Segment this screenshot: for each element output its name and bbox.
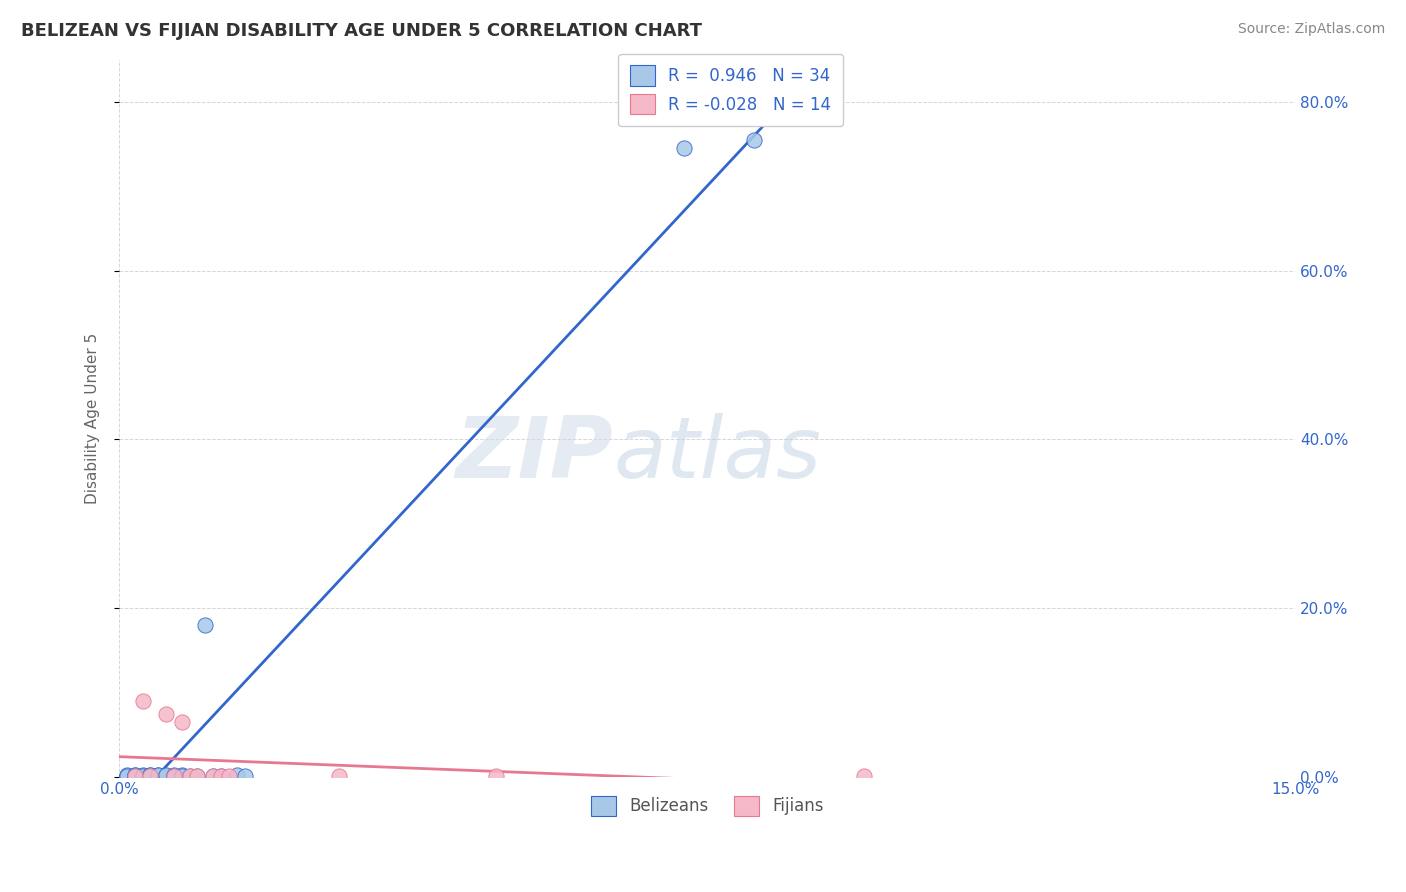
Point	[139, 768, 162, 782]
Text: BELIZEAN VS FIJIAN DISABILITY AGE UNDER 5 CORRELATION CHART: BELIZEAN VS FIJIAN DISABILITY AGE UNDER …	[21, 22, 702, 40]
Point	[170, 714, 193, 729]
Point	[124, 768, 146, 782]
Point	[742, 133, 765, 147]
Point	[170, 769, 193, 783]
Point	[148, 768, 170, 782]
Text: atlas: atlas	[613, 413, 821, 496]
Point	[148, 768, 170, 782]
Point	[124, 769, 146, 783]
Point	[124, 769, 146, 783]
Point	[131, 769, 153, 783]
Legend: Belizeans, Fijians: Belizeans, Fijians	[581, 786, 834, 826]
Point	[853, 769, 876, 783]
Point	[186, 769, 208, 783]
Text: Source: ZipAtlas.com: Source: ZipAtlas.com	[1237, 22, 1385, 37]
Point	[131, 694, 153, 708]
Point	[194, 618, 217, 632]
Y-axis label: Disability Age Under 5: Disability Age Under 5	[86, 333, 100, 504]
Point	[124, 769, 146, 783]
Point	[131, 768, 153, 782]
Point	[328, 769, 350, 783]
Point	[163, 769, 186, 783]
Point	[124, 769, 146, 783]
Point	[131, 769, 153, 783]
Point	[139, 769, 162, 783]
Point	[148, 769, 170, 783]
Point	[155, 768, 177, 782]
Point	[163, 768, 186, 782]
Point	[672, 141, 695, 155]
Point	[209, 769, 232, 783]
Point	[163, 769, 186, 783]
Point	[202, 769, 225, 783]
Point	[233, 769, 256, 783]
Point	[202, 769, 225, 783]
Point	[179, 769, 201, 783]
Point	[155, 706, 177, 721]
Point	[218, 769, 240, 783]
Point	[170, 768, 193, 782]
Point	[155, 769, 177, 783]
Point	[209, 769, 232, 783]
Point	[139, 768, 162, 782]
Point	[225, 768, 247, 782]
Text: ZIP: ZIP	[456, 413, 613, 496]
Point	[115, 769, 138, 783]
Point	[115, 769, 138, 783]
Point	[484, 769, 506, 783]
Point	[179, 769, 201, 783]
Point	[139, 769, 162, 783]
Point	[186, 769, 208, 783]
Point	[115, 769, 138, 783]
Point	[124, 768, 146, 782]
Point	[115, 768, 138, 782]
Point	[131, 769, 153, 783]
